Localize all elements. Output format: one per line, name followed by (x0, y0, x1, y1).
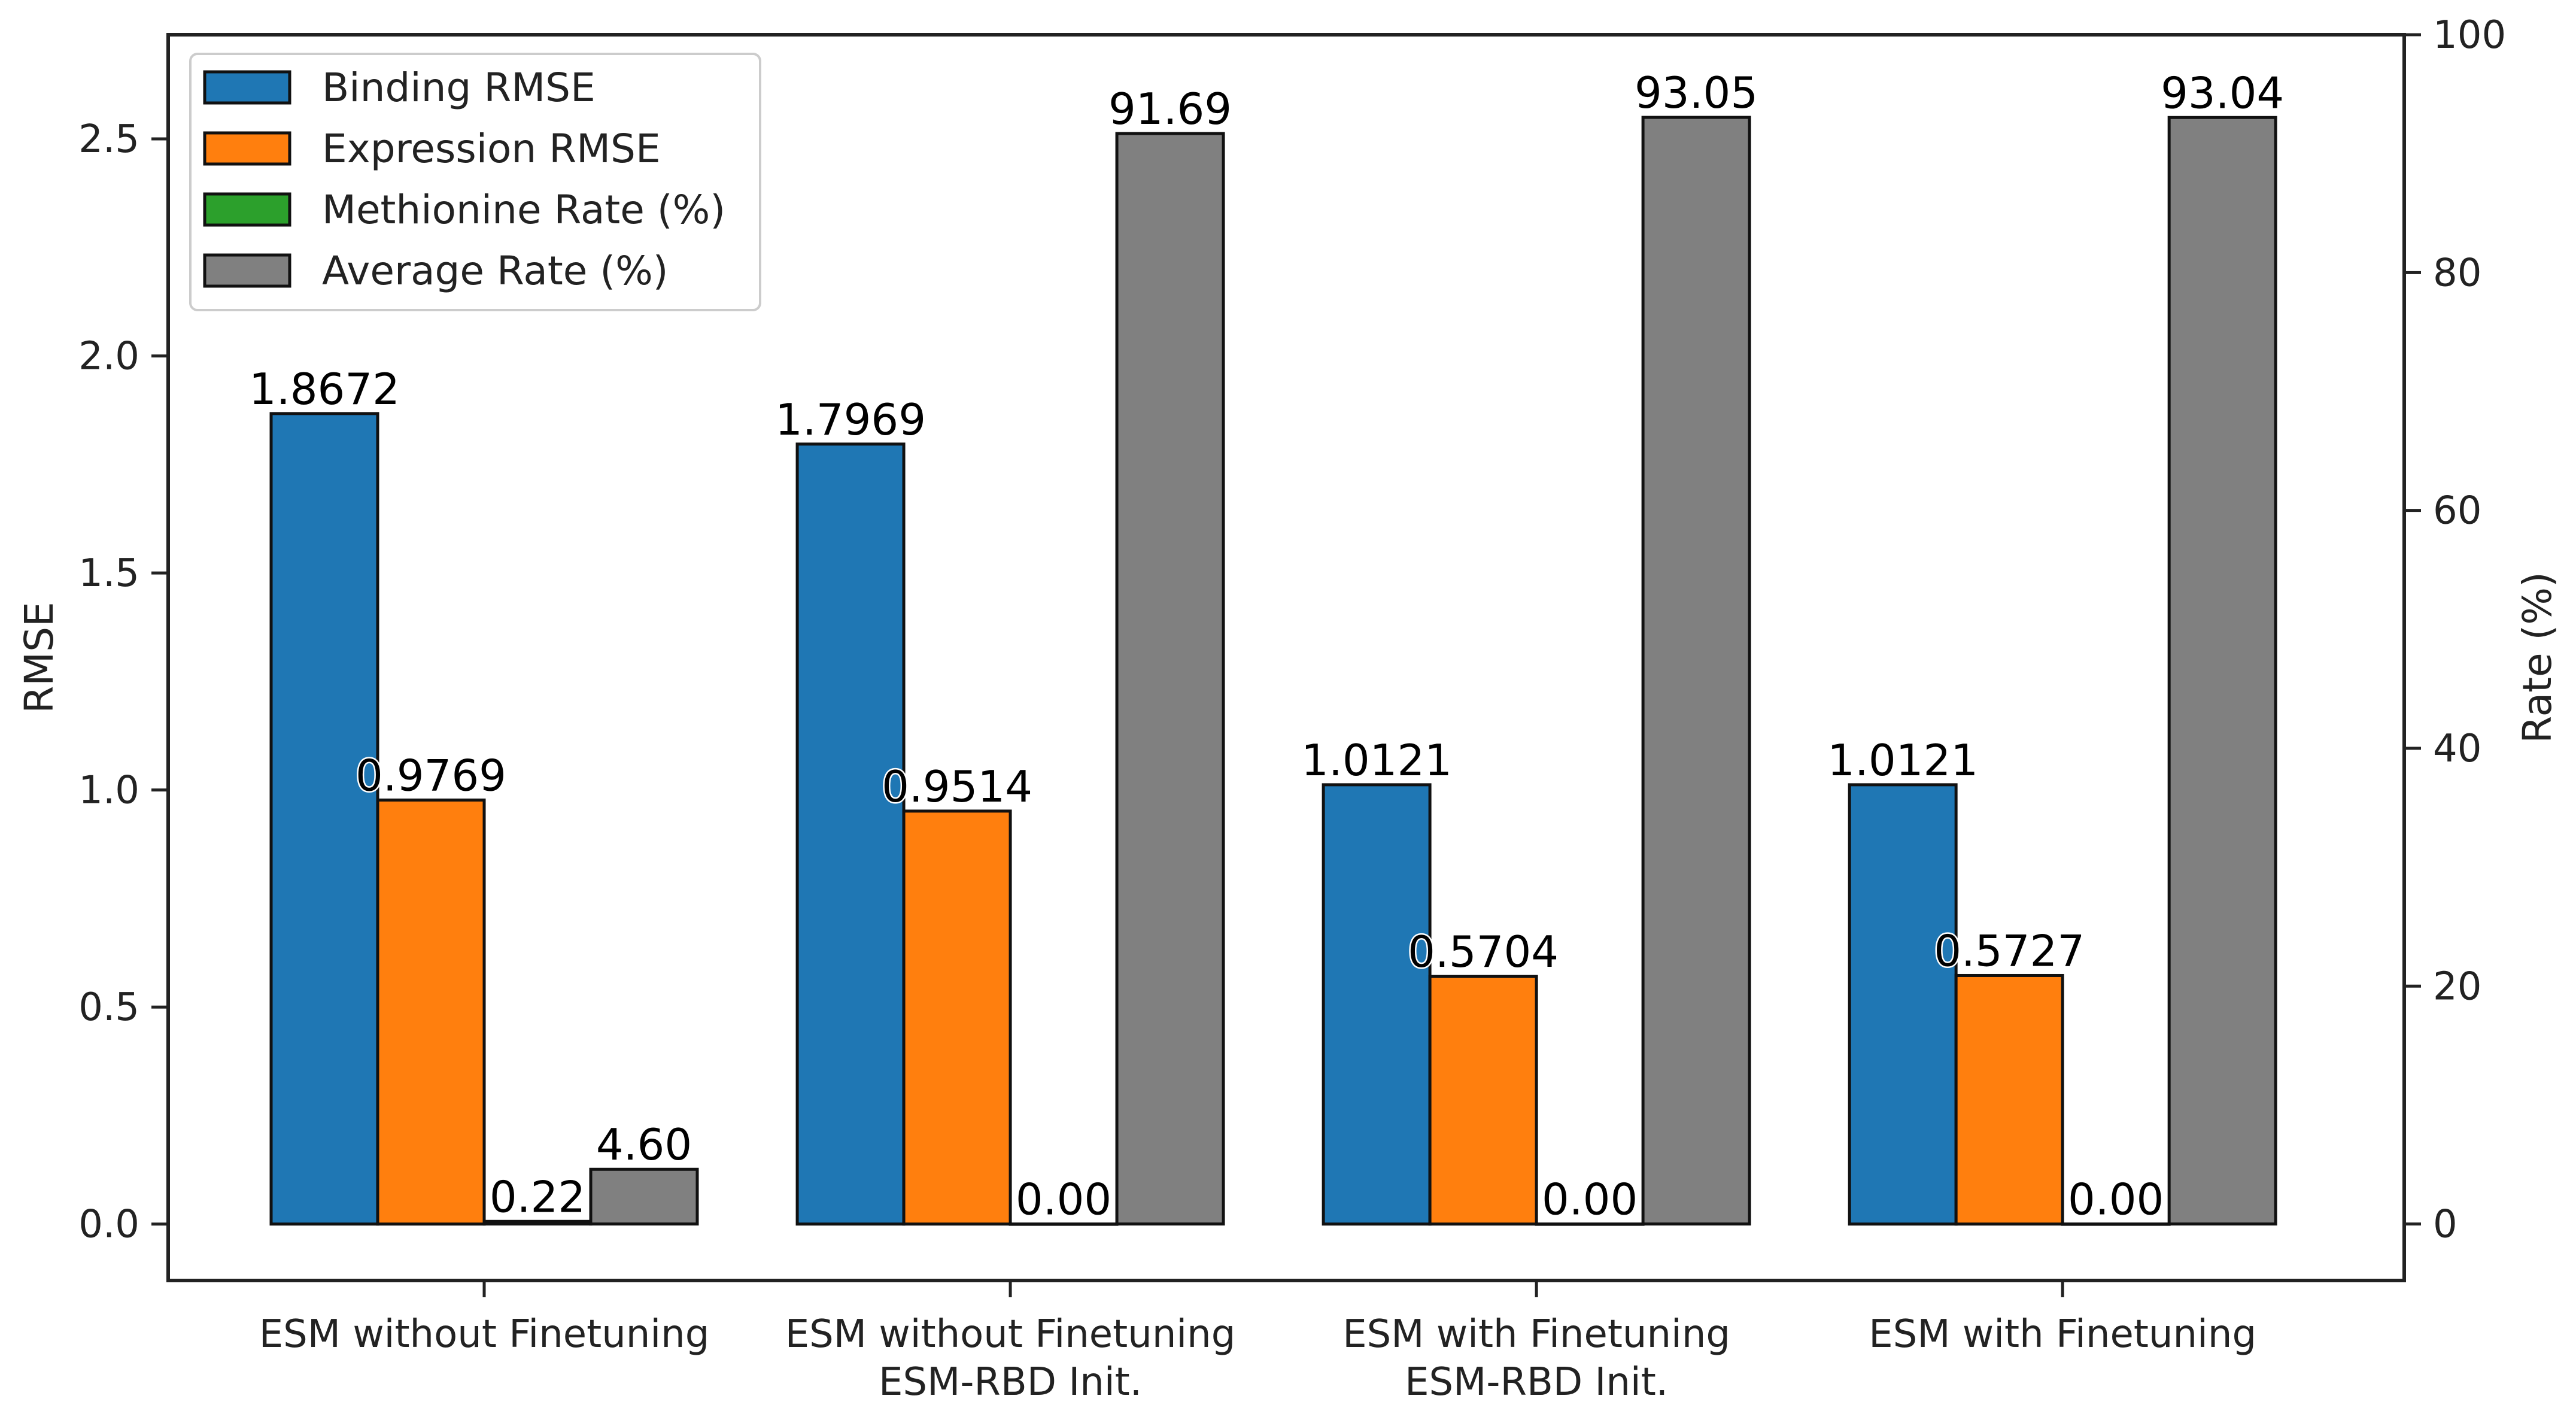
x-axis: ESM without Finetuning ESM without Finetu… (259, 1281, 2256, 1404)
legend-swatch-average-rate (203, 253, 291, 288)
left-axis-title: RMSE (16, 602, 62, 713)
left-tick-label: 2.5 (78, 117, 139, 162)
bar-average-rate-3 (1641, 116, 1751, 1226)
bar-binding-rmse-1 (269, 412, 379, 1226)
bar-average-rate-2 (1115, 132, 1225, 1226)
plot-frame (166, 33, 2406, 1282)
legend-label-average-rate: Average Rate (%) (322, 248, 669, 294)
data-label-binding-rmse-1: 1.8672 (249, 364, 400, 414)
left-tick-label: 2.0 (78, 335, 139, 379)
data-label-methionine-rate-3: 0.00 (1542, 1175, 1638, 1225)
data-label-average-rate-2: 91.69 (1108, 84, 1232, 134)
bar-expression-rmse-3 (1428, 975, 1538, 1226)
legend: Binding RMSE Expression RMSE Methionine Ra… (189, 53, 761, 311)
right-tick-label: 100 (2433, 13, 2506, 57)
bar-average-rate-1 (589, 1167, 699, 1226)
x-tick-label: ESM with Finetuning (1342, 1312, 1730, 1357)
right-tick-label: 40 (2433, 727, 2481, 771)
data-label-expression-rmse-3: 0.5704 (1408, 927, 1559, 977)
bar-average-rate-4 (2167, 116, 2277, 1226)
legend-swatch-expression-rmse (203, 131, 291, 166)
data-label-binding-rmse-3: 1.0121 (1301, 735, 1452, 785)
left-y-axis: 0.0 0.5 1.0 1.5 2.0 2.5 (78, 117, 168, 1247)
x-tick-label: ESM without Finetuning (259, 1312, 710, 1357)
data-label-methionine-rate-4: 0.00 (2068, 1175, 2164, 1225)
legend-box (189, 53, 761, 311)
bar-expression-rmse-4 (1954, 973, 2064, 1226)
data-label-expression-rmse-1: 0.9769 (356, 750, 506, 800)
left-tick-label: 0.0 (78, 1203, 139, 1247)
data-label-average-rate-1: 4.60 (596, 1119, 692, 1170)
right-tick-label: 60 (2433, 489, 2481, 533)
x-tick-label: ESM-RBD Init. (1405, 1360, 1668, 1404)
data-label-average-rate-4: 93.04 (2161, 68, 2284, 118)
legend-label-methionine-rate: Methionine Rate (%) (322, 187, 725, 233)
bar-binding-rmse-3 (1322, 783, 1432, 1226)
bar-binding-rmse-4 (1848, 783, 1958, 1226)
left-tick-label: 0.5 (78, 985, 139, 1030)
data-label-methionine-rate-1: 0.22 (490, 1172, 585, 1222)
left-tick-label: 1.0 (78, 769, 139, 813)
legend-swatch-binding-rmse (203, 70, 291, 105)
data-label-binding-rmse-2: 1.7969 (775, 395, 926, 445)
data-labels-layer: 1.8672 1.7969 1.0121 1.0121 0.9769 0.9514 0.57… (248, 66, 2286, 1227)
x-tick-label: ESM with Finetuning (1869, 1312, 2256, 1357)
right-tick-label: 0 (2433, 1203, 2457, 1247)
right-tick-label: 80 (2433, 251, 2481, 295)
right-tick-label: 20 (2433, 964, 2481, 1009)
bar-binding-rmse-2 (795, 442, 906, 1226)
right-y-axis: 0 20 40 60 80 100 (2404, 13, 2506, 1247)
x-tick-label: ESM-RBD Init. (879, 1360, 1142, 1404)
data-label-expression-rmse-2: 0.9514 (882, 761, 1032, 812)
bar-expression-rmse-2 (902, 809, 1012, 1226)
data-label-average-rate-3: 93.05 (1635, 68, 1758, 118)
bar-expression-rmse-1 (376, 798, 486, 1226)
bars-layer (269, 116, 2277, 1226)
left-tick-label: 1.5 (78, 551, 139, 596)
right-axis-title: Rate (%) (2514, 572, 2560, 744)
data-label-binding-rmse-4: 1.0121 (1827, 735, 1978, 785)
legend-label-expression-rmse: Expression RMSE (322, 126, 661, 172)
data-label-methionine-rate-2: 0.00 (1016, 1175, 1111, 1225)
x-tick-label: ESM without Finetuning (785, 1312, 1236, 1357)
legend-label-binding-rmse: Binding RMSE (322, 65, 596, 111)
legend-swatch-methionine-rate (203, 192, 291, 227)
data-label-expression-rmse-4: 0.5727 (1934, 926, 2085, 976)
